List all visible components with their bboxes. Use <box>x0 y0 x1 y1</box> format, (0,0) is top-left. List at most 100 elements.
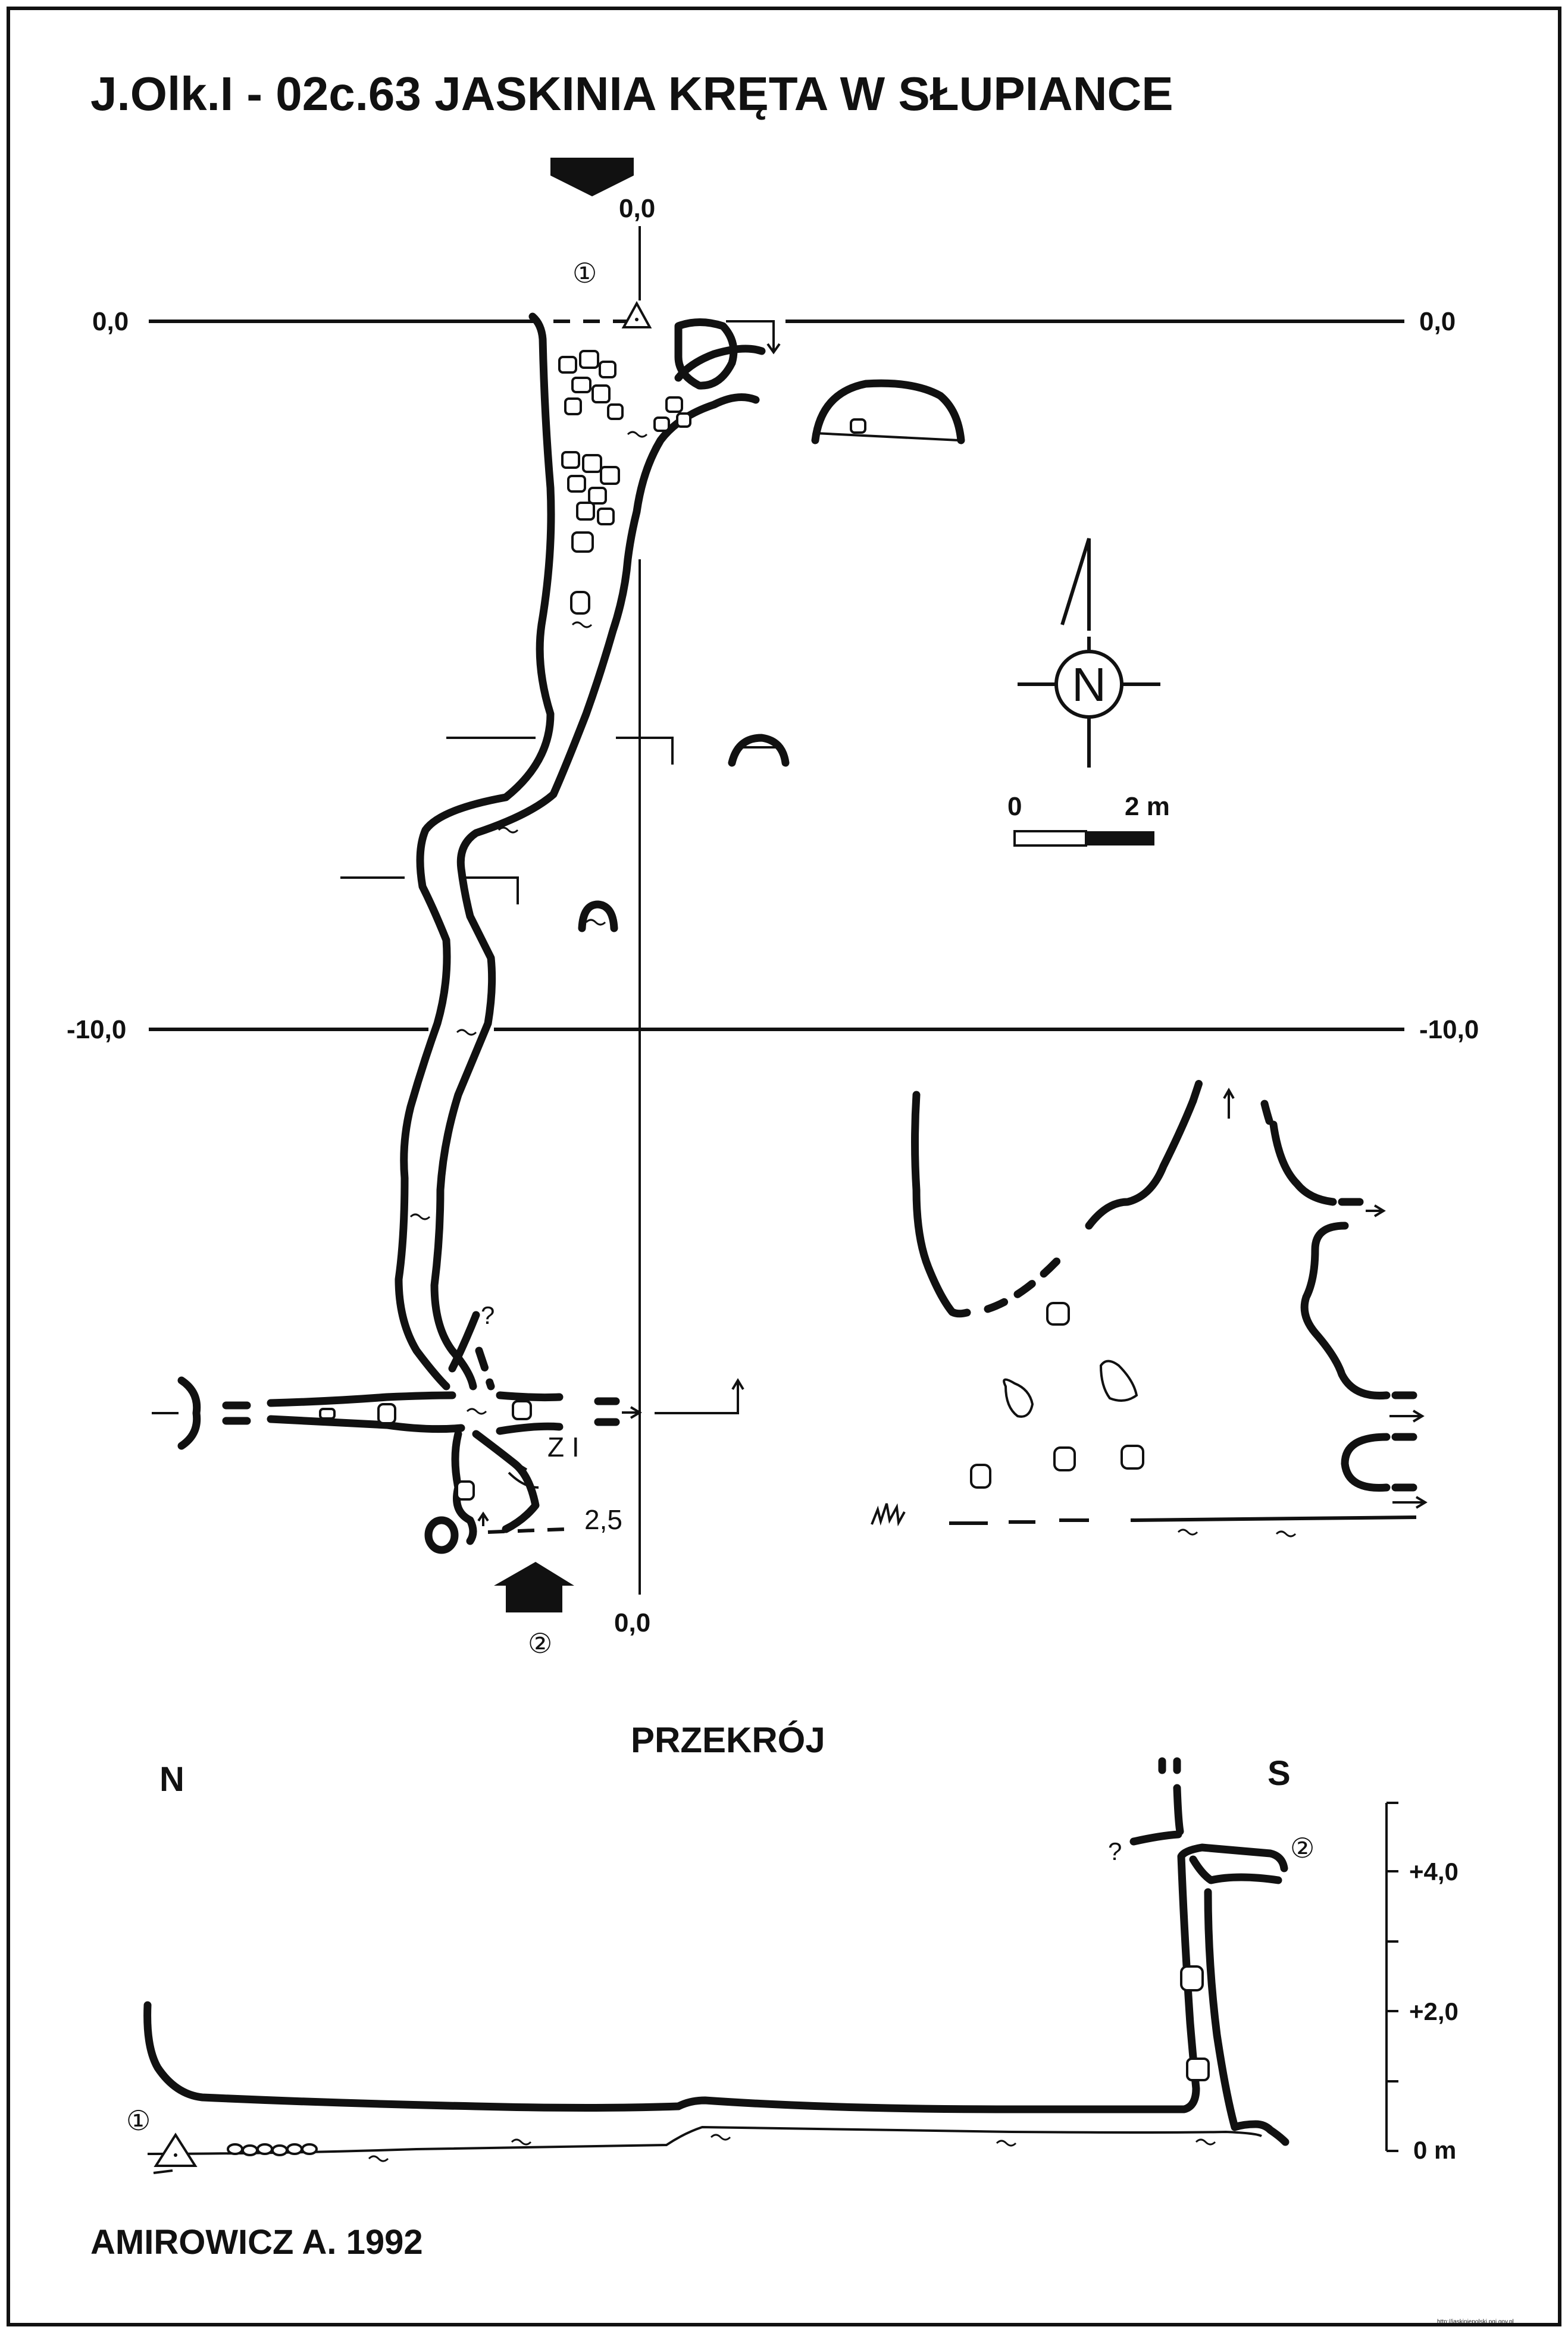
right-minus10-label: -10,0 <box>1419 1015 1479 1044</box>
cross-section-3-wavy <box>585 919 606 926</box>
rock-symbol <box>564 397 582 415</box>
cross-section-3 <box>578 900 618 932</box>
pebble <box>286 2143 303 2155</box>
wavy-symbol <box>571 621 593 628</box>
watermark: http://jaskiniepolski.pgi.gov.pl <box>1437 2319 1514 2325</box>
survey-point-triangle-icon <box>621 300 652 328</box>
elevation-label: +2,0 <box>1409 1997 1459 2025</box>
profile-ceiling-return <box>1129 1784 1184 1846</box>
survey-point-dot <box>635 318 639 321</box>
wavy-symbol <box>627 431 648 438</box>
detail-center-wall <box>1085 1097 1197 1230</box>
section-line-3-right <box>461 876 519 904</box>
pebble <box>271 2144 288 2156</box>
profile-rock <box>1186 2058 1210 2081</box>
rock-symbol <box>571 531 594 553</box>
cross-section-1-rock <box>850 418 866 434</box>
detail-east-dashed-top <box>1260 1100 1275 1129</box>
profile-survey-underline <box>153 2169 173 2174</box>
detail-up-arrow-icon <box>1223 1087 1235 1119</box>
profile-entrance-2-marker: ② <box>1290 1833 1315 1864</box>
passage-right-wall <box>430 393 760 1391</box>
detail-rock <box>970 1464 991 1489</box>
elevation-label: 0 m <box>1413 2136 1456 2164</box>
boulder-outline <box>674 318 738 390</box>
scale-white-segment <box>1013 830 1087 847</box>
detail-rock <box>1003 1378 1034 1418</box>
junction-north-wall <box>267 1391 456 1407</box>
scale-bar: 0 2 m <box>1007 792 1170 847</box>
grass-icon <box>871 1503 906 1527</box>
section-title: PRZEKRÓJ <box>631 1720 825 1760</box>
junction-east-south-wall <box>496 1422 564 1435</box>
depth-label: 2,5 <box>584 1504 622 1535</box>
wavy-symbol <box>368 2155 389 2162</box>
detail-dripline <box>1130 1515 1417 1522</box>
elevation-label: +4,0 <box>1409 1858 1459 1886</box>
rock-symbol <box>579 350 599 369</box>
north-branch-wall <box>448 1311 480 1373</box>
pebble <box>301 2143 318 2155</box>
east-passage-dashes <box>594 1397 620 1426</box>
map-title: J.Olk.I - 02c.63 JASKINIA KRĘTA W SŁUPIA… <box>90 67 1173 120</box>
rock-symbol <box>558 356 577 374</box>
wavy-symbol <box>497 826 519 834</box>
floor-wavy-group <box>409 431 648 1415</box>
rock-symbol <box>599 361 616 378</box>
detail-west-dashed <box>984 1251 1066 1313</box>
rock-symbol <box>665 396 683 413</box>
section-arrow-1 <box>766 343 781 355</box>
profile-ceiling <box>143 1843 1288 2113</box>
survey-station-label: Z I <box>547 1432 580 1463</box>
rock-symbol <box>597 508 615 525</box>
left-minus10-label: -10,0 <box>67 1015 126 1044</box>
junction-rock <box>512 1400 532 1420</box>
wavy-symbol <box>1195 2138 1216 2146</box>
detail-rock <box>1053 1446 1076 1471</box>
east-arrow-head-icon <box>630 1406 642 1419</box>
profile-survey-dot <box>174 2153 177 2157</box>
page-frame <box>7 7 1561 2326</box>
rock-symbol <box>588 487 607 505</box>
rock-symbol <box>582 454 602 473</box>
detail-east-arrow-icon <box>1366 1204 1386 1217</box>
profile-survey-triangle-icon <box>154 2132 198 2167</box>
plan-entrance-1-marker: ① <box>572 258 597 289</box>
detail-west-wall <box>911 1091 971 1318</box>
section-line-2-right <box>616 737 674 765</box>
rock-symbol <box>653 417 670 432</box>
profile-question-mark: ? <box>1108 1837 1122 1865</box>
rock-symbol <box>570 591 590 615</box>
detail-lower-dashed <box>1391 1433 1423 1492</box>
cross-section-1 <box>811 379 965 444</box>
detail-dripline-dashed <box>949 1518 1089 1525</box>
author-credit: AMIROWICZ A. 1992 <box>90 2223 423 2262</box>
entrance-2-arrow-icon <box>494 1562 574 1612</box>
wavy-symbol <box>409 1213 431 1220</box>
rock-symbol <box>567 475 586 493</box>
wavy-symbol <box>996 2140 1017 2147</box>
wavy-symbol <box>456 1029 477 1036</box>
scale-black-segment <box>1086 831 1154 845</box>
profile-wavy-group <box>368 2134 1216 2162</box>
plan-entrance-2-marker: ② <box>528 1628 552 1659</box>
junction-rock <box>319 1408 336 1420</box>
detail-center-dashed <box>1189 1079 1203 1105</box>
detail-arrow-3-icon <box>1392 1496 1428 1509</box>
rubble-group <box>558 350 691 615</box>
pebble <box>242 2144 258 2156</box>
entrance-1-arrow-icon <box>550 158 634 196</box>
cross-section-2 <box>728 734 790 767</box>
rock-symbol <box>571 377 591 393</box>
junction-rock <box>456 1480 475 1501</box>
right-zero-label: 0,0 <box>1419 307 1456 336</box>
plan-question-mark: ? <box>481 1301 495 1329</box>
junction-south-wall <box>267 1415 465 1433</box>
detail-rock <box>1099 1360 1138 1402</box>
plan-top-axis-label: 0,0 <box>619 194 655 223</box>
west-passage-end <box>177 1376 201 1450</box>
west-passage-dashes <box>222 1401 251 1425</box>
rock-symbol <box>600 466 620 485</box>
enlarged-detail <box>871 1079 1428 1537</box>
profile-shaft-right <box>1189 1855 1290 2146</box>
